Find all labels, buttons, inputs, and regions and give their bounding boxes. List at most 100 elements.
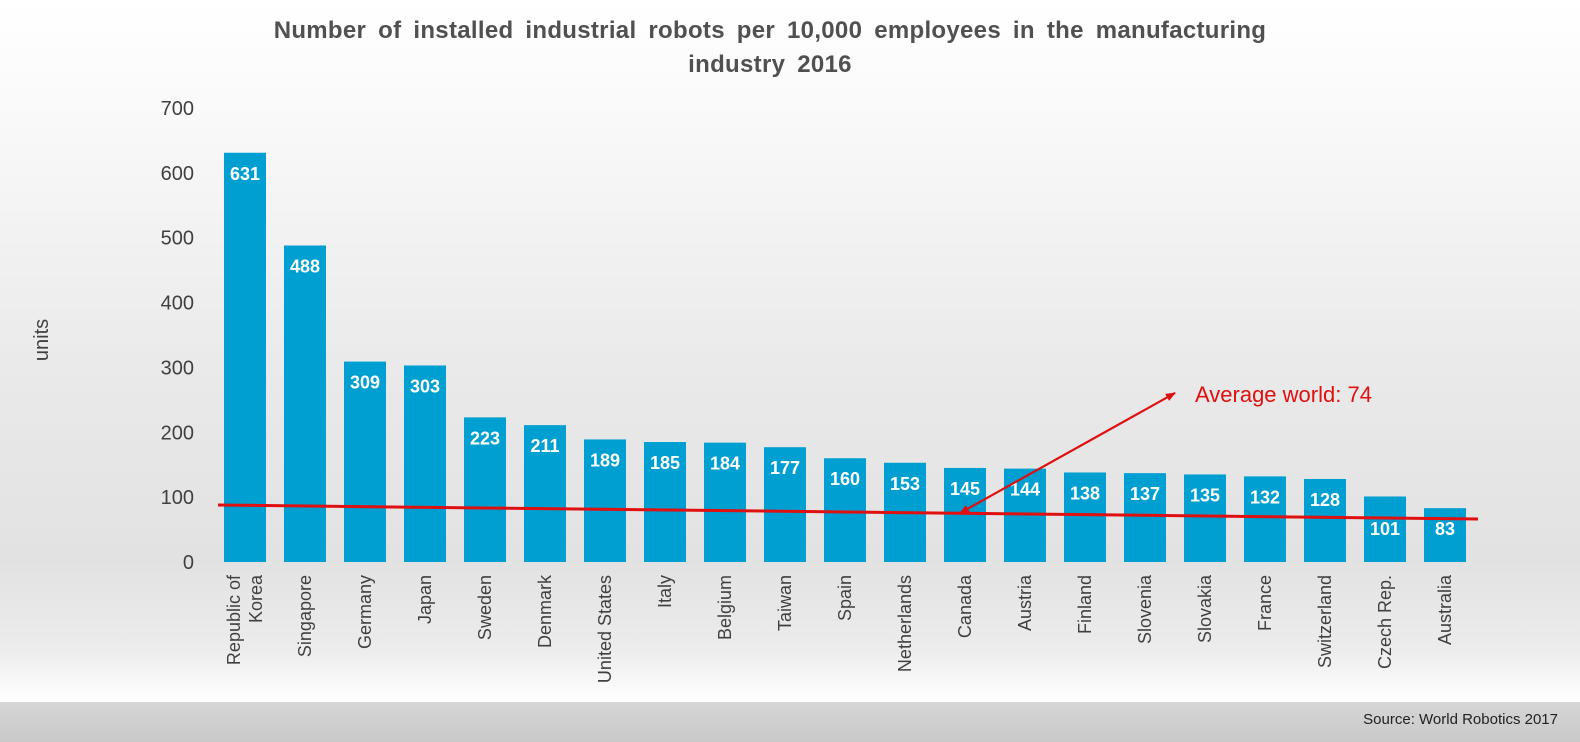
svg-text:Netherlands: Netherlands (895, 575, 915, 672)
y-tick-label: 600 (161, 163, 194, 185)
y-tick-label: 0 (183, 552, 194, 574)
svg-text:France: France (1255, 575, 1275, 631)
svg-text:Australia: Australia (1435, 574, 1455, 645)
svg-text:Korea: Korea (246, 574, 266, 623)
x-tick-label: Sweden (475, 575, 495, 640)
svg-text:Canada: Canada (955, 574, 975, 638)
x-tick-label: Republic of Korea (224, 574, 266, 665)
data-label: 303 (410, 376, 440, 396)
x-tick-label: Canada (955, 574, 975, 638)
chart-title: Number of installed industrial robots pe… (273, 17, 1267, 78)
x-tick-label: Denmark (535, 574, 555, 648)
y-tick-label: 300 (161, 357, 194, 379)
bar (524, 425, 566, 562)
data-label: 128 (1310, 490, 1340, 510)
svg-text:Spain: Spain (835, 575, 855, 621)
x-tick-label: Taiwan (775, 575, 795, 631)
y-tick-label: 500 (161, 228, 194, 250)
svg-text:Austria: Austria (1015, 574, 1035, 631)
x-tick-label: Germany (355, 575, 375, 649)
data-label: 211 (530, 436, 559, 456)
bar (344, 361, 386, 562)
bar (764, 447, 806, 562)
average-line: Average world: 74 (217, 382, 1479, 521)
svg-text:Finland: Finland (1075, 575, 1095, 634)
data-label: 101 (1370, 519, 1400, 539)
data-label: 309 (350, 373, 380, 393)
bar (824, 458, 866, 562)
data-label: 83 (1435, 519, 1455, 539)
svg-text:Slovakia: Slovakia (1195, 574, 1215, 643)
svg-text:Italy: Italy (655, 575, 675, 608)
average-annotation: Average world: 74 (1195, 382, 1372, 407)
bar (1364, 496, 1406, 562)
data-label: 135 (1190, 485, 1220, 505)
data-label: 488 (290, 256, 320, 276)
annotation-arrow-back (959, 392, 1176, 514)
x-tick-label: Italy (655, 575, 675, 608)
footer-band (0, 702, 1580, 742)
data-label: 223 (470, 428, 500, 448)
y-tick-label: 200 (161, 422, 194, 444)
x-tick-label: Slovenia (1135, 574, 1155, 644)
x-tick-label: United States (595, 575, 615, 683)
svg-text:Slovenia: Slovenia (1135, 574, 1155, 644)
y-tick-label: 400 (161, 293, 194, 315)
bar (464, 417, 506, 562)
svg-text:Switzerland: Switzerland (1315, 575, 1335, 668)
bar (1244, 476, 1286, 562)
x-tick-label: Spain (835, 575, 855, 621)
average-line-stroke (217, 503, 1479, 521)
svg-text:Sweden: Sweden (475, 575, 495, 640)
x-axis: Republic of Korea Singapore Germany Japan Swe… (224, 574, 1455, 683)
x-tick-label: Finland (1075, 575, 1095, 634)
bar (1124, 473, 1166, 562)
bar (284, 245, 326, 563)
x-tick-label: Netherlands (895, 575, 915, 672)
data-label: 145 (950, 479, 980, 499)
bar (404, 365, 446, 562)
data-label: 137 (1130, 484, 1160, 504)
svg-text:Belgium: Belgium (715, 575, 735, 640)
svg-text:Denmark: Denmark (535, 574, 555, 648)
svg-text:Japan: Japan (415, 575, 435, 624)
svg-text:Germany: Germany (355, 575, 375, 649)
data-label: 631 (230, 164, 260, 184)
svg-text:Republic of: Republic of (224, 574, 244, 665)
y-tick-label: 100 (161, 487, 194, 509)
data-label: 160 (830, 469, 860, 489)
bar (644, 442, 686, 562)
bar (224, 152, 266, 562)
bar (1064, 472, 1106, 562)
data-label: 177 (770, 458, 800, 478)
data-label: 138 (1070, 483, 1100, 503)
bar (584, 439, 626, 562)
bar (704, 442, 746, 562)
x-tick-label: Japan (415, 575, 435, 624)
bar (1304, 478, 1346, 562)
y-tick-label: 700 (161, 98, 194, 120)
data-label: 132 (1250, 487, 1280, 507)
data-label: 189 (590, 450, 620, 470)
svg-text:United States: United States (595, 575, 615, 683)
svg-text:Singapore: Singapore (295, 575, 315, 657)
x-tick-label: Switzerland (1315, 575, 1335, 668)
data-label: 153 (890, 474, 920, 494)
data-label: 144 (1010, 480, 1040, 500)
x-tick-label: Belgium (715, 575, 735, 640)
bar (944, 467, 986, 562)
svg-text:Taiwan: Taiwan (775, 575, 795, 631)
data-label: 185 (650, 453, 680, 473)
source-note: Source: World Robotics 2017 (1363, 711, 1558, 728)
data-label: 184 (710, 454, 740, 474)
y-axis: 0 100 200 300 400 500 600 700 (161, 98, 194, 574)
x-tick-label: Austria (1015, 574, 1035, 631)
x-tick-label: France (1255, 575, 1275, 631)
x-tick-label: Singapore (295, 575, 315, 657)
bar (1184, 474, 1226, 562)
bars: 631 488 309 303 223 211 189 185 184 177 160 153 145 1… (224, 152, 1466, 563)
x-tick-label: Slovakia (1195, 574, 1215, 643)
x-tick-label: Czech Rep. (1375, 575, 1395, 669)
svg-text:Czech Rep.: Czech Rep. (1375, 575, 1395, 669)
